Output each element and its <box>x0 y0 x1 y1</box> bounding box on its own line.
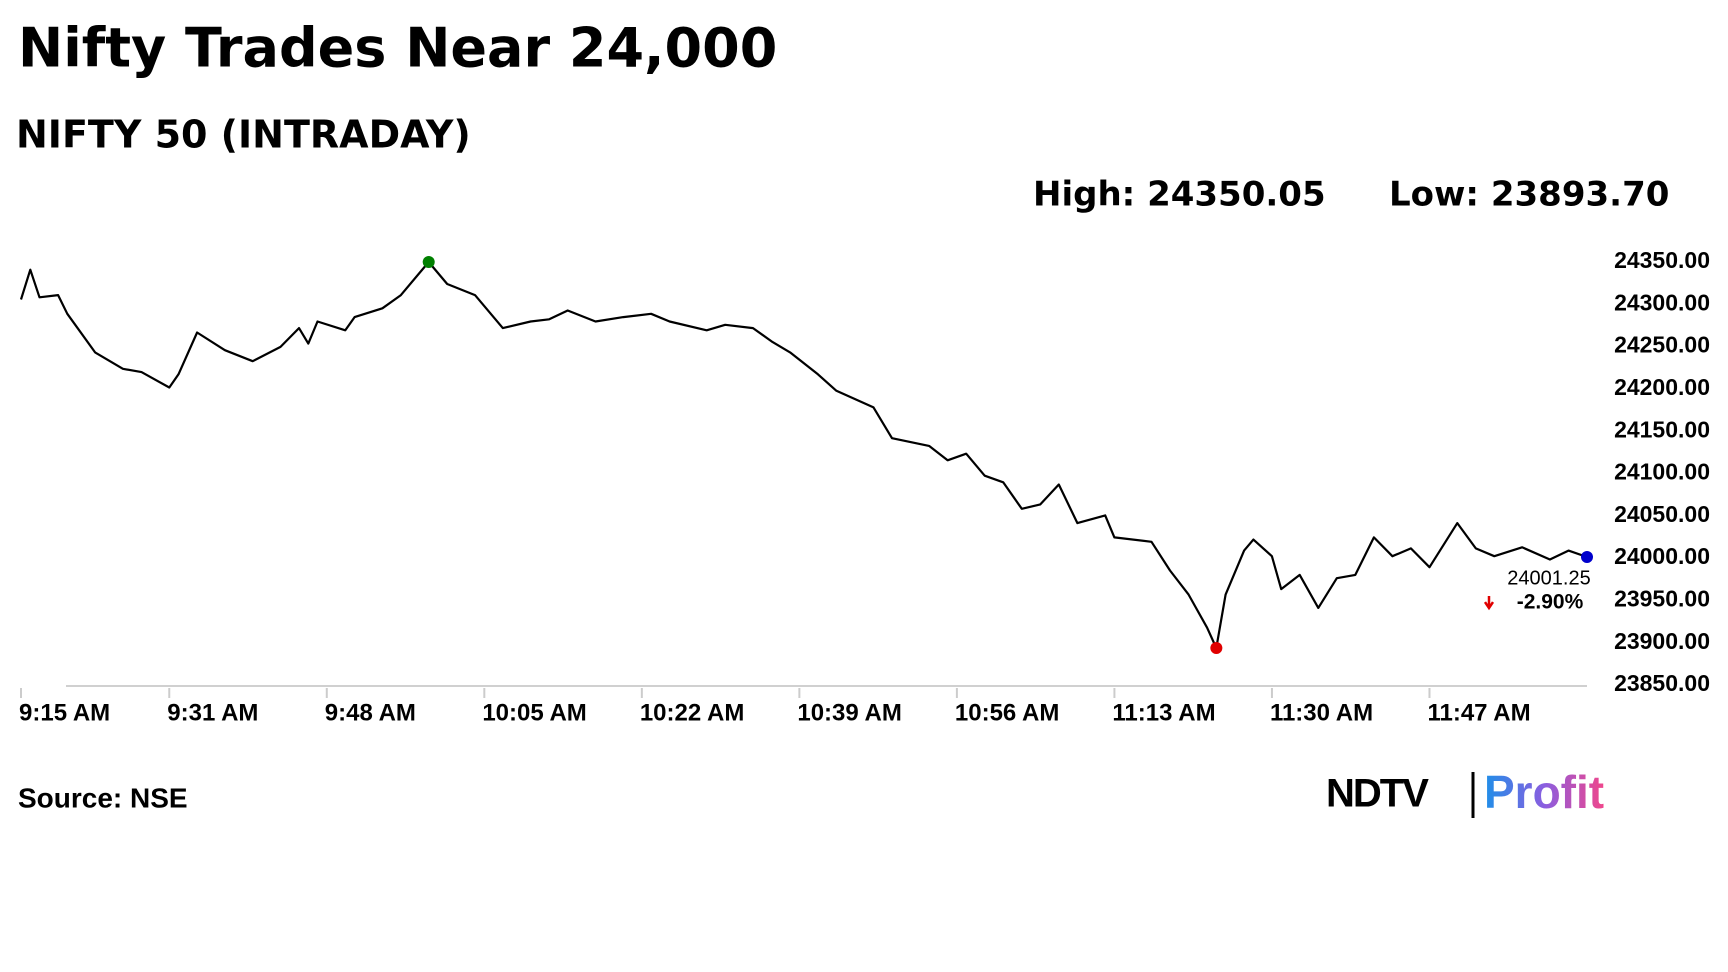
y-tick-label: 24200.00 <box>1614 374 1710 400</box>
y-tick-label: 24100.00 <box>1614 459 1710 485</box>
x-tick-label: 10:05 AM <box>482 699 586 726</box>
x-tick-label: 9:48 AM <box>325 699 416 726</box>
x-tick-label: 9:31 AM <box>167 699 258 726</box>
y-tick-label: 24250.00 <box>1614 332 1710 358</box>
y-tick-label: 24300.00 <box>1614 289 1710 315</box>
y-tick-label: 23900.00 <box>1614 628 1710 654</box>
high-dot <box>422 255 435 268</box>
logo-product: Profit <box>1484 766 1604 818</box>
x-tick-label: 10:39 AM <box>797 699 901 726</box>
y-tick-label: 24350.00 <box>1614 247 1710 273</box>
last-value-label: 24001.25 <box>1507 567 1590 589</box>
change-label: -2.90% <box>1517 591 1584 614</box>
y-tick-label: 24000.00 <box>1614 543 1710 569</box>
y-tick-label: 23950.00 <box>1614 585 1710 611</box>
high-label: High: 24350.05 <box>1033 175 1326 215</box>
price-line <box>19 260 1588 650</box>
x-tick-label: 10:22 AM <box>640 699 744 726</box>
y-tick-label: 24150.00 <box>1614 416 1710 442</box>
x-tick-label: 11:13 AM <box>1112 699 1215 726</box>
chart-subtitle: NIFTY 50 (INTRADAY) <box>16 113 471 157</box>
source: Source: NSE <box>18 782 188 813</box>
low-label: Low: 23893.70 <box>1389 175 1669 215</box>
chart-title: Nifty Trades Near 24,000 <box>18 17 777 80</box>
logo-brand: NDTV <box>1326 772 1429 816</box>
change-arrow <box>1483 596 1495 611</box>
y-tick-label: 24050.00 <box>1614 501 1710 527</box>
y-tick-label: 23850.00 <box>1614 670 1710 696</box>
x-tick-label: 11:47 AM <box>1427 699 1530 726</box>
last-dot <box>1581 551 1593 564</box>
x-tick-label: 11:30 AM <box>1270 699 1373 726</box>
x-tick-label: 10:56 AM <box>955 699 1059 726</box>
x-tick-label: 9:15 AM <box>19 699 110 726</box>
low-dot <box>1210 642 1223 655</box>
